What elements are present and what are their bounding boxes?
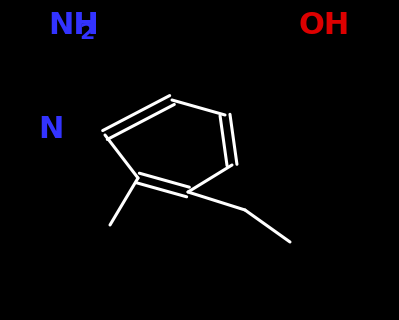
Text: OH: OH [298, 11, 349, 39]
Text: 2: 2 [79, 23, 95, 43]
Text: NH: NH [48, 11, 99, 39]
Text: N: N [38, 116, 63, 145]
